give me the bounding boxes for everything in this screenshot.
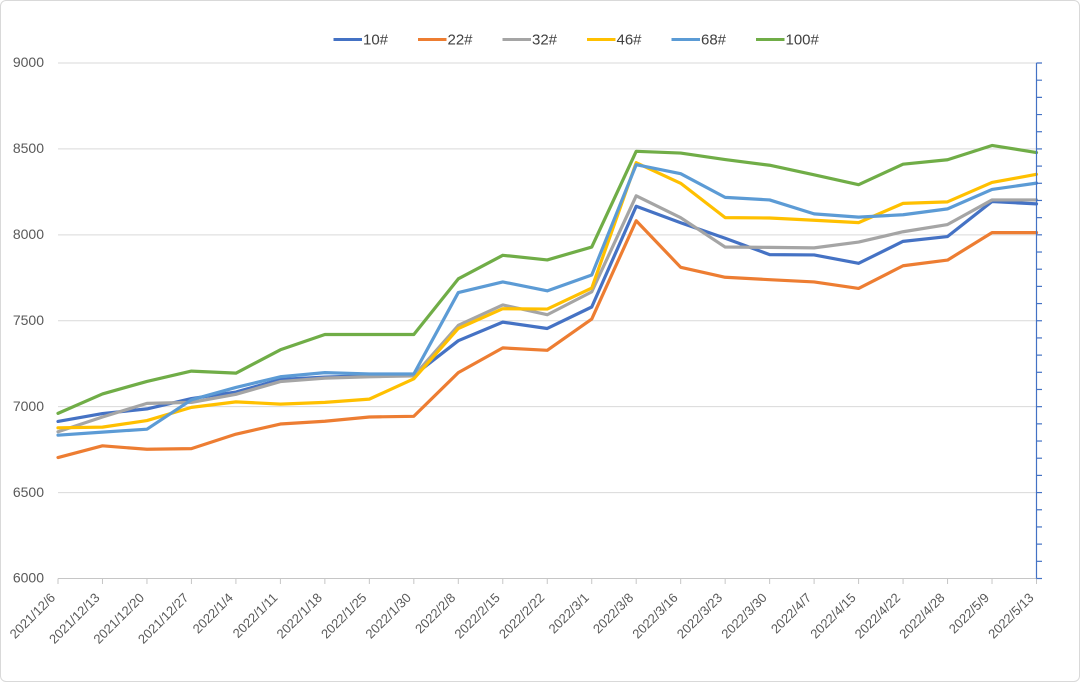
svg-text:7500: 7500 bbox=[13, 312, 44, 328]
svg-text:2022/1/25: 2022/1/25 bbox=[318, 590, 370, 642]
svg-text:2022/1/18: 2022/1/18 bbox=[273, 590, 325, 642]
svg-text:2022/4/15: 2022/4/15 bbox=[807, 590, 859, 642]
svg-text:2022/4/22: 2022/4/22 bbox=[852, 590, 904, 642]
svg-text:8000: 8000 bbox=[13, 226, 44, 242]
svg-text:68#: 68# bbox=[701, 31, 727, 48]
svg-text:2022/5/9: 2022/5/9 bbox=[946, 590, 992, 636]
svg-text:2022/3/23: 2022/3/23 bbox=[674, 590, 726, 642]
svg-text:2022/3/30: 2022/3/30 bbox=[718, 590, 770, 642]
svg-text:2022/3/16: 2022/3/16 bbox=[629, 590, 681, 642]
svg-text:7000: 7000 bbox=[13, 398, 44, 414]
svg-text:2022/4/7: 2022/4/7 bbox=[768, 590, 814, 636]
svg-text:2022/1/11: 2022/1/11 bbox=[230, 590, 281, 641]
svg-text:9000: 9000 bbox=[13, 54, 44, 70]
svg-text:2022/3/1: 2022/3/1 bbox=[545, 590, 591, 636]
svg-text:2022/1/4: 2022/1/4 bbox=[190, 590, 236, 636]
svg-text:8500: 8500 bbox=[13, 140, 44, 156]
svg-text:6000: 6000 bbox=[13, 570, 44, 586]
svg-text:2022/1/30: 2022/1/30 bbox=[362, 590, 414, 642]
svg-text:2022/2/22: 2022/2/22 bbox=[496, 590, 548, 642]
svg-text:2022/2/15: 2022/2/15 bbox=[451, 590, 503, 642]
svg-text:46#: 46# bbox=[617, 31, 643, 48]
svg-text:10#: 10# bbox=[363, 31, 389, 48]
svg-text:22#: 22# bbox=[448, 31, 474, 48]
svg-text:2022/3/8: 2022/3/8 bbox=[590, 590, 636, 636]
svg-text:6500: 6500 bbox=[13, 484, 44, 500]
svg-text:2022/4/28: 2022/4/28 bbox=[896, 590, 948, 642]
svg-text:100#: 100# bbox=[786, 31, 820, 48]
svg-text:32#: 32# bbox=[532, 31, 558, 48]
svg-text:2022/5/13: 2022/5/13 bbox=[985, 590, 1037, 642]
